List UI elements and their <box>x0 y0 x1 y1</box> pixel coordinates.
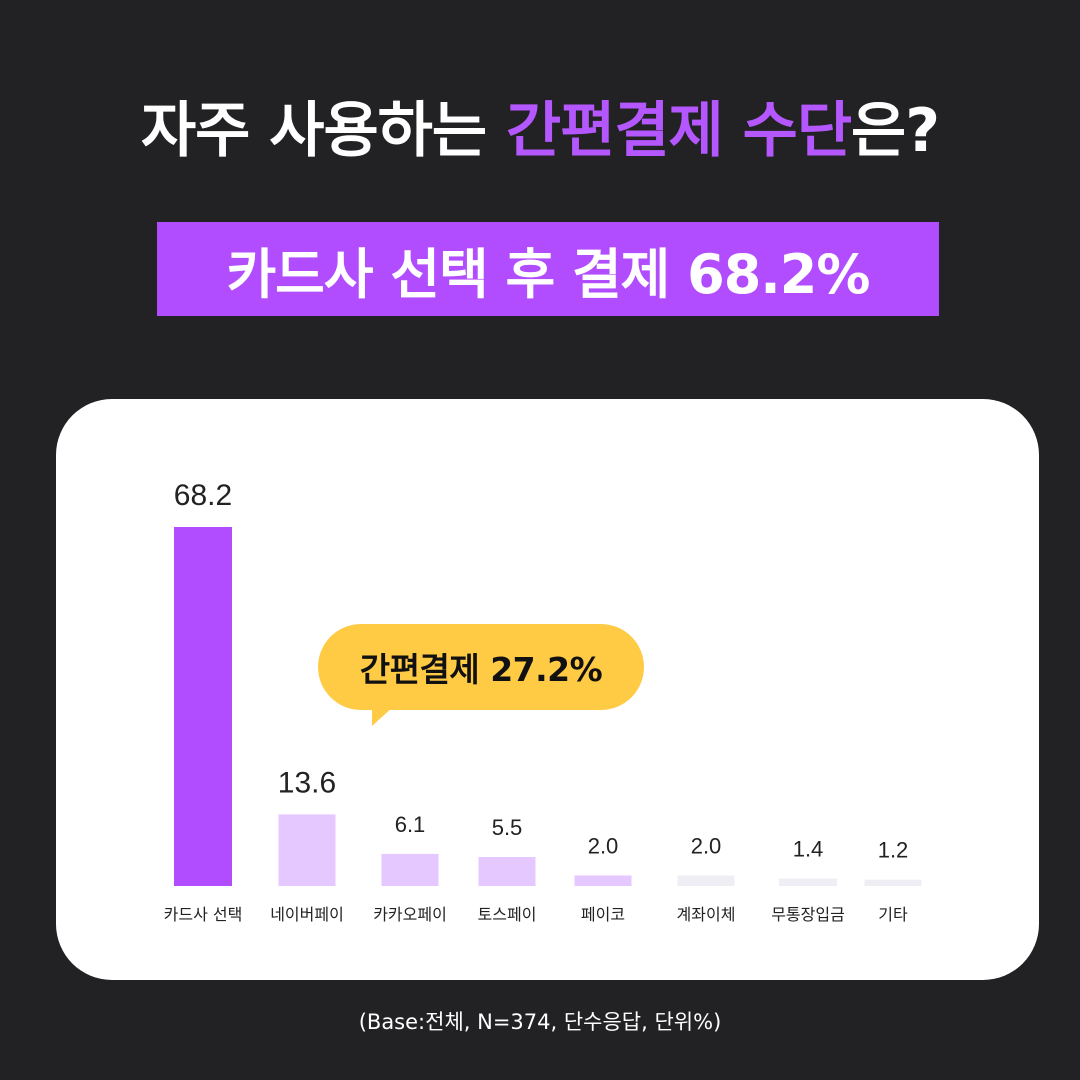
title-prefix: 자주 사용하는 <box>140 96 506 166</box>
value-label-6: 2.0 <box>691 833 722 858</box>
value-label-1: 68.2 <box>174 479 232 512</box>
bar-4 <box>478 857 536 886</box>
callout-text: 간편결제 27.2% <box>359 650 603 689</box>
bar-1 <box>174 527 232 886</box>
category-label-3: 카카오페이 <box>373 905 447 924</box>
value-label-7: 1.4 <box>793 837 824 862</box>
bar-8 <box>864 879 922 886</box>
bar-6 <box>677 875 735 886</box>
category-label-6: 계좌이체 <box>677 905 736 924</box>
bar-2 <box>278 814 336 886</box>
value-label-2: 13.6 <box>278 766 336 799</box>
bar-3 <box>381 853 439 886</box>
value-label-3: 6.1 <box>395 812 426 837</box>
value-label-8: 1.2 <box>878 838 909 863</box>
title-suffix: 은? <box>851 96 940 166</box>
page-title: 자주 사용하는 간편결제 수단은? <box>0 82 1080 169</box>
bar-5 <box>574 875 632 886</box>
bar-7 <box>779 878 837 886</box>
value-label-5: 2.0 <box>588 833 619 858</box>
callout-bubble: 간편결제 27.2% <box>318 624 644 710</box>
category-label-7: 무통장입금 <box>771 905 845 924</box>
value-label-4: 5.5 <box>492 815 523 840</box>
category-label-5: 페이코 <box>581 905 625 924</box>
category-label-8: 기타 <box>878 905 908 924</box>
category-label-2: 네이버페이 <box>270 905 344 924</box>
callout-tail <box>372 706 394 726</box>
category-label-4: 토스페이 <box>478 905 537 924</box>
headline-text: 카드사 선택 후 결제 68.2% <box>226 242 871 306</box>
title-highlight: 간편결제 수단 <box>505 96 852 166</box>
headline-banner: 카드사 선택 후 결제 68.2% <box>157 222 939 316</box>
category-label-1: 카드사 선택 <box>164 905 243 924</box>
footnote: (Base:전체, N=374, 단수응답, 단위%) <box>358 1010 722 1034</box>
